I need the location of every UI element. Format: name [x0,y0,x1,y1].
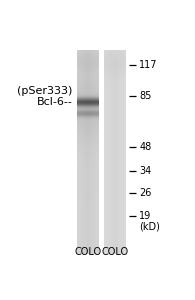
Text: 48: 48 [139,142,152,152]
Text: 34: 34 [139,166,152,176]
Text: Bcl-6--: Bcl-6-- [37,97,73,107]
Text: 85: 85 [139,91,152,101]
Text: COLO: COLO [101,247,129,256]
Text: 117: 117 [139,60,158,70]
Text: 26: 26 [139,188,152,198]
Text: 19: 19 [139,211,152,221]
Bar [24,51,77,254]
Bar [98,51,105,254]
Text: (pSer333): (pSer333) [17,86,73,96]
Text: COLO: COLO [74,247,101,256]
Text: (kD): (kD) [139,221,160,231]
Bar [126,51,176,254]
